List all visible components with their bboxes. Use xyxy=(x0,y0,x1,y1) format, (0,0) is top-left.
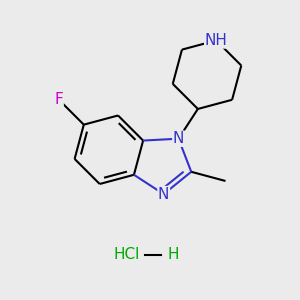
Text: HCl: HCl xyxy=(114,247,140,262)
Text: H: H xyxy=(168,247,179,262)
Text: N: N xyxy=(173,131,184,146)
Text: F: F xyxy=(54,92,63,107)
Text: NH: NH xyxy=(205,33,228,48)
Text: N: N xyxy=(158,187,169,202)
